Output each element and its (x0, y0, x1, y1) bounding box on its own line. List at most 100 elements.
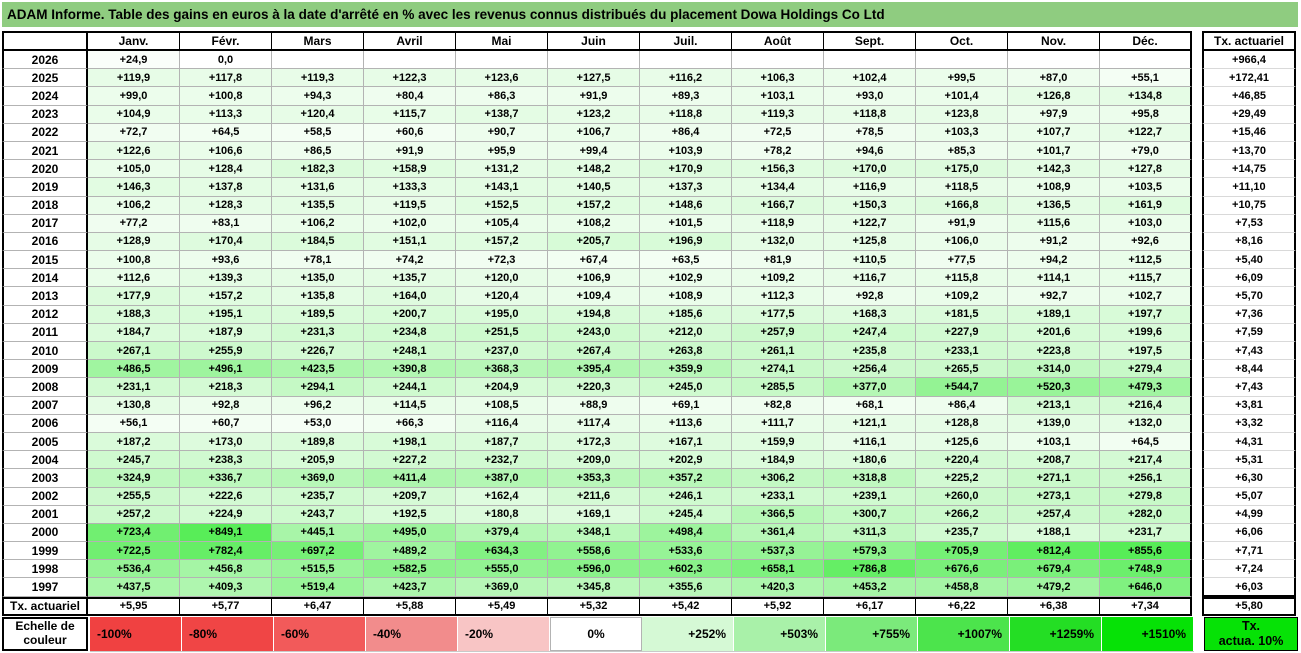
gain-cell[interactable]: +496,1 (180, 360, 272, 379)
gain-cell[interactable]: +395,4 (548, 360, 640, 379)
gain-cell[interactable]: +135,0 (272, 269, 364, 288)
gain-cell[interactable]: +102,4 (824, 69, 916, 88)
gain-cell[interactable]: +89,3 (640, 87, 732, 106)
gain-cell[interactable]: +162,4 (456, 487, 548, 506)
gain-cell[interactable]: +103,1 (1008, 432, 1100, 452)
tx-actuariel-cell[interactable]: +7,71 (1202, 542, 1296, 561)
gain-cell[interactable]: +106,6 (180, 141, 272, 161)
gain-cell[interactable]: +118,8 (640, 105, 732, 124)
gain-cell[interactable]: +116,1 (824, 432, 916, 452)
tx-month-cell[interactable]: +6,47 (272, 596, 364, 616)
gain-cell[interactable]: +91,9 (548, 87, 640, 106)
gain-cell[interactable]: +187,7 (456, 432, 548, 452)
gain-cell[interactable]: +151,1 (364, 232, 456, 252)
gain-cell[interactable]: +118,5 (916, 178, 1008, 197)
gain-cell[interactable]: +123,8 (916, 105, 1008, 124)
gain-cell[interactable]: +135,5 (272, 196, 364, 215)
gain-cell[interactable]: +94,6 (824, 141, 916, 161)
gain-cell[interactable]: +257,9 (732, 323, 824, 342)
gain-cell[interactable]: +93,6 (180, 251, 272, 270)
gain-cell[interactable]: +94,3 (272, 87, 364, 106)
gain-cell[interactable]: +112,5 (1100, 251, 1192, 270)
gain-cell[interactable]: +134,8 (1100, 87, 1192, 106)
gain-cell[interactable]: +173,0 (180, 432, 272, 452)
gain-cell[interactable] (916, 51, 1008, 70)
gain-cell[interactable]: +86,4 (640, 123, 732, 142)
gain-cell[interactable]: +91,2 (1008, 232, 1100, 252)
tx-month-cell[interactable]: +5,32 (548, 596, 640, 616)
gain-cell[interactable]: +112,3 (732, 287, 824, 306)
year-label[interactable]: 2002 (2, 487, 88, 506)
gain-cell[interactable]: +213,1 (1008, 396, 1100, 415)
gain-cell[interactable]: +166,7 (732, 196, 824, 215)
gain-cell[interactable]: +456,8 (180, 560, 272, 579)
tx-actuariel-cell[interactable]: +7,43 (1202, 378, 1296, 397)
gain-cell[interactable]: +115,7 (364, 105, 456, 124)
gain-cell[interactable]: +263,8 (640, 342, 732, 361)
gain-cell[interactable]: +92,6 (1100, 232, 1192, 252)
gain-cell[interactable]: +139,0 (1008, 414, 1100, 433)
gain-cell[interactable]: +83,1 (180, 214, 272, 233)
gain-cell[interactable]: +390,8 (364, 360, 456, 379)
year-label[interactable]: 2007 (2, 396, 88, 415)
gain-cell[interactable] (548, 51, 640, 70)
gain-cell[interactable]: +345,8 (548, 578, 640, 597)
gain-cell[interactable]: +256,4 (824, 360, 916, 379)
gain-cell[interactable]: 0,0 (180, 51, 272, 70)
gain-cell[interactable]: +184,9 (732, 451, 824, 470)
gain-cell[interactable]: +102,7 (1100, 287, 1192, 306)
gain-cell[interactable]: +106,2 (88, 196, 180, 215)
year-label[interactable]: 2026 (2, 51, 88, 70)
gain-cell[interactable]: +166,8 (916, 196, 1008, 215)
tx-actuariel-cell[interactable]: +29,49 (1202, 105, 1296, 124)
tx-actuariel-cell[interactable]: +172,41 (1202, 69, 1296, 88)
gain-cell[interactable]: +114,1 (1008, 269, 1100, 288)
gain-cell[interactable]: +261,1 (732, 342, 824, 361)
gain-cell[interactable]: +544,7 (916, 378, 1008, 397)
gain-cell[interactable]: +72,7 (88, 123, 180, 142)
gain-cell[interactable]: +88,9 (548, 396, 640, 415)
gain-cell[interactable]: +108,9 (1008, 178, 1100, 197)
gain-cell[interactable]: +103,0 (1100, 214, 1192, 233)
gain-cell[interactable]: +196,9 (640, 232, 732, 252)
gain-cell[interactable]: +99,5 (916, 69, 1008, 88)
gain-cell[interactable]: +118,8 (824, 105, 916, 124)
gain-cell[interactable]: +855,6 (1100, 542, 1192, 561)
gain-cell[interactable]: +67,4 (548, 251, 640, 270)
tx-actuariel-cell[interactable]: +7,24 (1202, 560, 1296, 579)
gain-cell[interactable]: +122,7 (824, 214, 916, 233)
gain-cell[interactable]: +211,6 (548, 487, 640, 506)
year-label[interactable]: 2014 (2, 269, 88, 288)
gain-cell[interactable]: +100,8 (180, 87, 272, 106)
gain-cell[interactable]: +195,0 (456, 305, 548, 324)
gain-cell[interactable]: +133,3 (364, 178, 456, 197)
gain-cell[interactable]: +336,7 (180, 469, 272, 488)
gain-cell[interactable]: +78,1 (272, 251, 364, 270)
gain-cell[interactable]: +245,4 (640, 505, 732, 524)
gain-cell[interactable]: +105,0 (88, 160, 180, 179)
gain-cell[interactable]: +128,4 (180, 160, 272, 179)
gain-cell[interactable]: +134,4 (732, 178, 824, 197)
gain-cell[interactable] (1100, 51, 1192, 70)
gain-cell[interactable]: +246,1 (640, 487, 732, 506)
gain-cell[interactable]: +458,8 (916, 578, 1008, 597)
gain-cell[interactable]: +158,9 (364, 160, 456, 179)
gain-cell[interactable]: +120,0 (456, 269, 548, 288)
tx-month-cell[interactable]: +5,88 (364, 596, 456, 616)
gain-cell[interactable]: +498,4 (640, 523, 732, 543)
gain-cell[interactable]: +164,0 (364, 287, 456, 306)
gain-cell[interactable]: +108,9 (640, 287, 732, 306)
tx-actuariel-cell[interactable]: +11,10 (1202, 178, 1296, 197)
gain-cell[interactable]: +453,2 (824, 578, 916, 597)
tx-actuariel-cell[interactable]: +7,59 (1202, 323, 1296, 342)
year-label[interactable]: 2004 (2, 451, 88, 470)
tx-actuariel-cell[interactable]: +3,32 (1202, 414, 1296, 433)
gain-cell[interactable]: +359,9 (640, 360, 732, 379)
gain-cell[interactable]: +128,9 (88, 232, 180, 252)
gain-cell[interactable]: +60,6 (364, 123, 456, 142)
gain-cell[interactable]: +245,7 (88, 451, 180, 470)
gain-cell[interactable]: +131,2 (456, 160, 548, 179)
gain-cell[interactable]: +379,4 (456, 523, 548, 543)
gain-cell[interactable]: +536,4 (88, 560, 180, 579)
gain-cell[interactable]: +282,0 (1100, 505, 1192, 524)
